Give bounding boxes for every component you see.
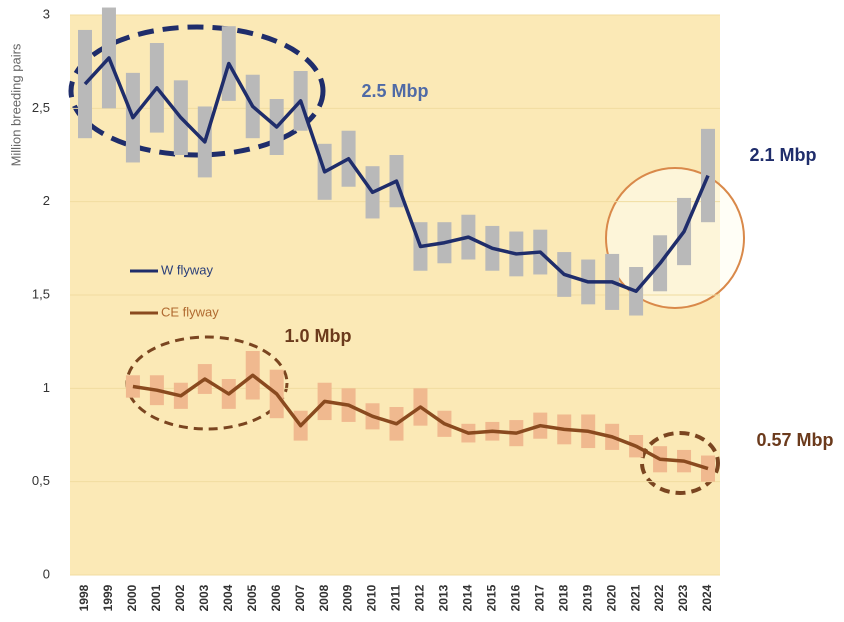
x-tick-label: 2013: [437, 584, 451, 611]
x-tick-label: 2017: [532, 584, 546, 611]
x-tick-label: 2007: [293, 584, 307, 611]
y-tick-label: 0,5: [32, 473, 50, 488]
x-tick-label: 2023: [676, 584, 690, 611]
y-tick-label: 0: [43, 566, 50, 581]
x-tick-label: 2024: [700, 584, 714, 611]
legend-label: W flyway: [161, 262, 214, 277]
x-tick-label: 2004: [221, 584, 235, 611]
x-tick-label: 2018: [556, 584, 570, 611]
highlight-ellipse: [640, 431, 720, 495]
x-tick-label: 2016: [508, 584, 522, 611]
y-tick-label: 3: [43, 6, 50, 21]
x-tick-label: 2010: [365, 584, 379, 611]
x-tick-label: 2002: [173, 584, 187, 611]
x-tick-label: 2015: [485, 584, 499, 611]
x-tick-label: 2005: [245, 584, 259, 611]
x-tick-label: 2019: [580, 584, 594, 611]
annotation: 1.0 Mbp: [284, 326, 351, 346]
x-tick-label: 1998: [77, 584, 91, 611]
y-tick-label: 2: [43, 193, 50, 208]
x-tick-label: 2006: [269, 584, 283, 611]
x-tick-label: 2022: [652, 584, 666, 611]
x-tick-label: 2001: [149, 584, 163, 611]
x-tick-label: 1999: [101, 584, 115, 611]
annotation: 0.57 Mbp: [756, 430, 833, 450]
annotation: 2.5 Mbp: [361, 81, 428, 101]
annotation: 2.1 Mbp: [749, 145, 816, 165]
series-line: [83, 56, 710, 294]
highlight-ellipse: [68, 24, 326, 158]
x-tick-label: 2021: [628, 584, 642, 611]
x-tick-label: 2003: [197, 584, 211, 611]
legend-label: CE flyway: [161, 304, 219, 319]
y-tick-label: 2,5: [32, 100, 50, 115]
x-tick-label: 2012: [413, 584, 427, 611]
y-tick-label: 1,5: [32, 286, 50, 301]
x-tick-label: 2020: [604, 584, 618, 611]
x-tick-label: 2000: [125, 584, 139, 611]
x-tick-label: 2011: [389, 585, 403, 611]
x-tick-label: 2008: [317, 584, 331, 611]
series-line: [132, 373, 709, 471]
y-axis-label: Million breeding pairs: [8, 43, 23, 166]
x-tick-label: 2014: [461, 584, 475, 611]
y-tick-label: 1: [43, 380, 50, 395]
x-tick-label: 2009: [341, 584, 355, 611]
